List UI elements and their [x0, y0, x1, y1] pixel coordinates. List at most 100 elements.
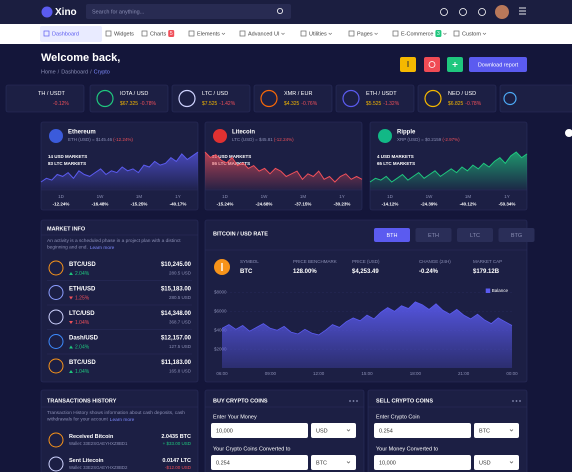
pair: BTC/USD: [69, 262, 96, 268]
stat-value: $179.12B: [473, 269, 500, 275]
select-value: USD: [316, 428, 328, 434]
nav-item[interactable]: Elements: [197, 31, 220, 37]
nav-bar: [0, 24, 572, 44]
ticker-change: -1.32%: [383, 101, 399, 107]
ticker-card: [89, 84, 169, 113]
coin-icon: [48, 309, 64, 325]
ticker-pair: XMR / EUR: [284, 91, 312, 97]
input[interactable]: [374, 423, 471, 438]
breadcrumb[interactable]: Home: [41, 69, 56, 75]
tab[interactable]: [498, 228, 535, 242]
stat-value: 128.00%: [293, 269, 317, 275]
input[interactable]: [374, 455, 471, 470]
button-red[interactable]: [424, 57, 440, 72]
nav-item[interactable]: Dashboard: [52, 31, 79, 37]
field-label: Your Crypto Coins Converted to: [213, 446, 290, 452]
stat-value: BTC: [240, 269, 253, 275]
tx-title: Received Bitcoin: [69, 434, 114, 440]
x-tick-label: 00:00: [506, 371, 518, 376]
card-title: SELL CRYPTO COINS: [376, 398, 433, 404]
ticker-icon: [424, 89, 442, 108]
x-tick-label: 21:00: [458, 371, 470, 376]
coin-markets: 31 USD MARKETS: [212, 154, 251, 159]
coin-name: Ethereum: [68, 130, 96, 136]
select[interactable]: [311, 423, 356, 438]
nav-icon: [105, 30, 112, 37]
coin-name: Ripple: [397, 130, 416, 136]
price: $12,157.00: [161, 336, 192, 342]
tab[interactable]: [457, 228, 493, 242]
select[interactable]: [474, 423, 519, 438]
chevron: [509, 461, 514, 464]
tab[interactable]: [415, 228, 452, 242]
select[interactable]: [311, 455, 356, 470]
tab[interactable]: [374, 228, 410, 242]
card: [40, 219, 199, 383]
price: $10,245.00: [161, 262, 192, 268]
volume: 280.5 USD: [169, 271, 192, 276]
ticker-pair: NEO / USD: [448, 91, 476, 97]
nav-item[interactable]: Charts: [150, 31, 166, 37]
chevron: [281, 32, 285, 35]
nav-item[interactable]: Utilities: [309, 31, 327, 37]
breadcrumb[interactable]: Dashboard: [61, 69, 88, 75]
field-label: Enter Crypto Coin: [376, 414, 420, 420]
period-change: -14.12%: [382, 202, 399, 207]
download-button[interactable]: [469, 57, 527, 72]
period-label: 1Y: [504, 194, 510, 199]
period-label: 1W: [261, 194, 269, 199]
line: [221, 301, 513, 336]
nav-item[interactable]: Advanced UI: [248, 31, 280, 37]
ticker-change: -0.78%: [465, 101, 481, 107]
search-box[interactable]: [86, 4, 291, 19]
ticker-card: [171, 84, 251, 113]
period-change: -16.48%: [92, 202, 109, 207]
nav-icon: [141, 30, 148, 37]
input[interactable]: [211, 455, 308, 470]
chevron: [221, 32, 226, 35]
card-title: MARKET INFO: [47, 226, 86, 232]
text-line: beginning and end.: [47, 245, 88, 251]
ticker-card: [335, 84, 415, 113]
ticker-icon: [342, 89, 360, 108]
card-title: BUY CRYPTO COINS: [213, 398, 268, 404]
coin-quote: XRP (USD) = $0.2159: [397, 137, 442, 142]
nav-item[interactable]: Custom: [462, 31, 481, 37]
nav-badge: 3: [437, 31, 440, 37]
tx-title: Sent Litecoin: [69, 458, 104, 464]
select-value: BTC: [316, 460, 327, 466]
sparkline: [40, 151, 199, 183]
card-menu-dot: [356, 400, 358, 402]
period-change: -24.39%: [421, 202, 438, 207]
nav-item[interactable]: Widgets: [114, 31, 134, 37]
settings: [565, 129, 572, 137]
coin-icon: [378, 129, 392, 143]
stat-label: PRICE BENCHMARK: [293, 259, 337, 264]
nav-item[interactable]: Pages: [357, 31, 373, 37]
nav-item[interactable]: E-Commerce: [401, 31, 433, 37]
change-arrow: [69, 296, 73, 300]
x-tick-label: 06:00: [216, 371, 228, 376]
ticker-pair: TH / USDT: [38, 91, 66, 97]
chevron: [346, 461, 351, 464]
ticker-card: [417, 84, 497, 113]
volume: 165.8 USD: [169, 369, 192, 374]
coin-icon: [213, 129, 227, 143]
card-title: BITCOIN / USD RATE: [213, 231, 268, 237]
period-label: 1W: [97, 194, 105, 199]
period-change: -30.23%: [334, 202, 351, 207]
ticker-card: [499, 84, 572, 113]
coin-quote: ETH (USD) = $145.46: [68, 137, 113, 142]
coin-change: (-2.97%): [442, 137, 460, 142]
ticker-price: $7.525: [202, 101, 218, 107]
coin-icon: [48, 358, 64, 374]
learn-more[interactable]: Learn more: [110, 417, 135, 423]
learn-more[interactable]: Learn more: [90, 245, 115, 251]
input[interactable]: [211, 423, 308, 438]
period-label: 1D: [58, 194, 65, 199]
legend-swatch: [485, 288, 491, 293]
period-change: -50.34%: [499, 202, 516, 207]
select[interactable]: [474, 455, 519, 470]
